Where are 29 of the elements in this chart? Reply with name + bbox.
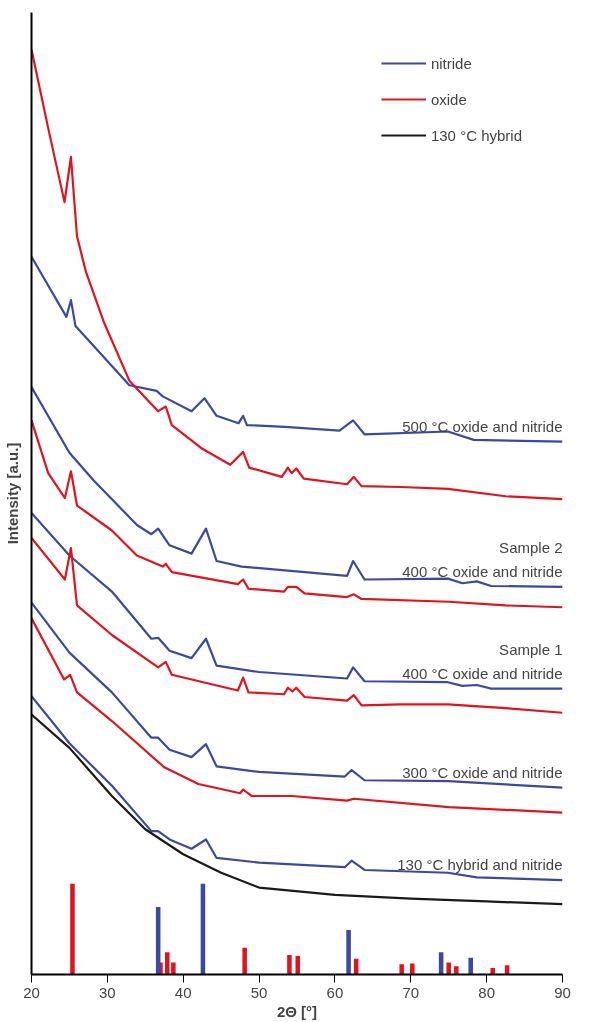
annotation: Sample 1 400 °C oxide and nitride (402, 640, 563, 682)
x-tick-label: 40 (174, 983, 192, 1001)
annotation: 300 °C oxide and nitride (402, 763, 563, 781)
bar (287, 955, 292, 975)
bar (454, 966, 459, 975)
x-tick-label: 70 (402, 983, 420, 1001)
bar (295, 956, 301, 975)
annotation: 500 °C oxide and nitride (402, 417, 563, 435)
bar (70, 883, 75, 975)
bar (468, 957, 473, 975)
annotation: 130 °C hybrid and nitride (397, 856, 563, 874)
x-tick-label: 80 (478, 983, 495, 1001)
legend-label: nitride (430, 54, 472, 72)
y-axis-title: Intensity [a.u.] (3, 442, 21, 545)
x-tick-label: 50 (250, 983, 268, 1001)
bar (399, 964, 404, 975)
legend-label: oxide (430, 90, 467, 108)
bar (346, 930, 351, 975)
x-tick-label: 20 (23, 983, 40, 1001)
x-tick-label: 60 (326, 983, 344, 1001)
annotation: Sample 2 400 °C oxide and nitride (402, 539, 563, 580)
bar (446, 962, 451, 975)
legend-label: 130 °C hybrid (430, 126, 522, 144)
bar (242, 947, 247, 975)
bar (410, 963, 415, 975)
x-tick-label: 30 (99, 983, 116, 1001)
bar (490, 968, 495, 975)
x-tick-label: 90 (554, 983, 571, 1001)
x-axis-title: 2Θ [°] (276, 1002, 318, 1020)
